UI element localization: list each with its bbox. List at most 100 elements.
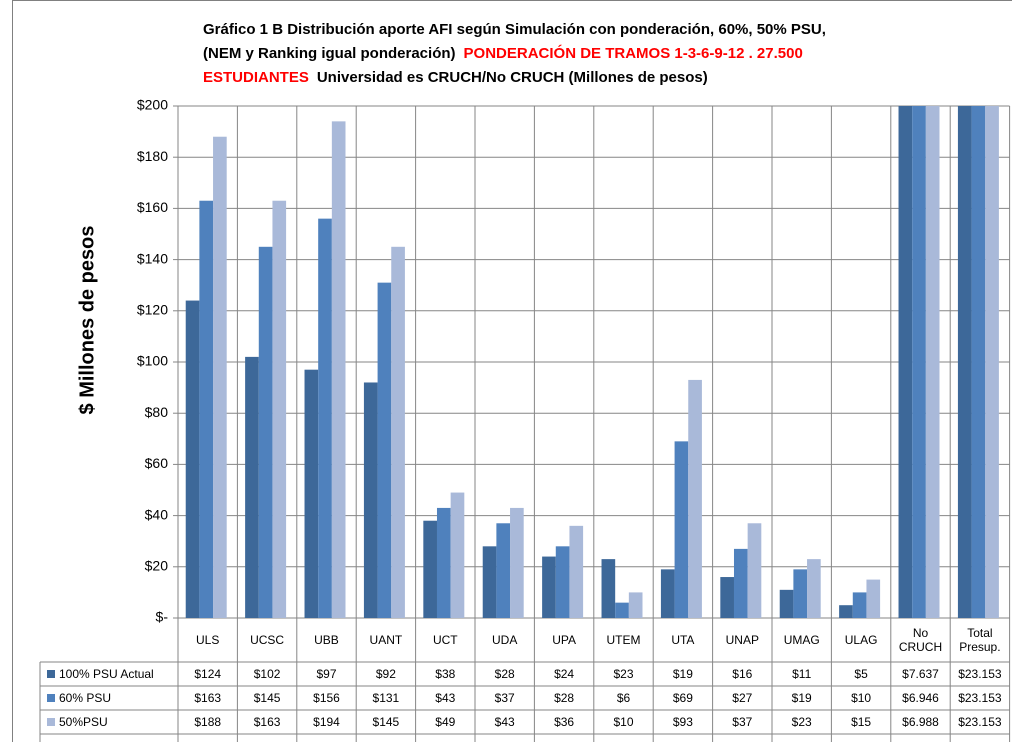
x-tick-label: UANT [369,633,403,647]
data-label: $194 [313,715,340,729]
chart-title: ESTUDIANTES Universidad es CRUCH/No CRUCH… [203,69,708,86]
data-label: $7.637 [902,667,939,681]
x-tick-label: UCT [432,633,458,647]
data-label: $163 [194,691,222,705]
data-label: $28 [494,667,515,681]
x-tick-label: UTEM [606,633,641,647]
data-label: $23.153 [958,667,1002,681]
bar [391,246,405,618]
data-label: $131 [372,691,400,705]
bar [318,218,332,618]
x-tick-label: ULS [196,633,220,647]
bar [436,507,451,618]
data-label: $6 [616,691,631,705]
bar [555,546,570,618]
bar [510,507,524,618]
data-label: $28 [554,691,575,705]
data-label: $6.988 [902,715,939,729]
data-label: $37 [732,715,753,729]
data-label: $10 [851,691,872,705]
legend-swatch [47,694,55,702]
bar [866,579,881,618]
x-tick-label: UCSC [250,633,285,647]
data-label: $145 [253,691,281,705]
data-label: $19 [791,691,812,705]
legend-entry: 60% PSU [41,686,177,710]
bar [185,300,200,618]
chart-title: Gráfico 1 B Distribución aporte AFI segú… [203,21,826,38]
bar [377,282,392,618]
bar [807,559,821,618]
bar [660,569,675,618]
data-label: $6.946 [902,691,939,705]
title-run: PONDERACIÓN DE TRAMOS 1-3-6-9-12 . 27.50… [464,44,803,62]
data-label: $156 [313,691,340,705]
data-label: $11 [792,667,812,681]
data-label: $24 [554,667,575,681]
bar [852,592,867,618]
bar [985,106,999,618]
data-label: $23 [613,667,634,681]
y-tick-label: $120 [137,302,168,318]
y-tick-label: $140 [137,250,168,266]
bar [213,136,227,618]
bar [925,106,940,618]
bar [245,356,259,618]
data-label: $38 [435,667,456,681]
data-label: $97 [316,667,337,681]
bar [912,106,926,618]
legend-label: 60% PSU [59,691,112,705]
bar [258,246,273,618]
legend-label: 50%PSU [59,715,108,729]
data-label: $43 [494,715,515,729]
y-tick-label: $- [156,609,169,625]
data-label: $10 [613,715,634,729]
data-label: $93 [672,715,693,729]
legend-swatch [47,670,55,678]
data-label: $163 [253,715,281,729]
y-tick-label: $20 [145,558,169,574]
bar [615,602,629,618]
data-label: $43 [435,691,456,705]
y-tick-label: $180 [137,148,168,164]
bar [199,200,214,618]
y-tick-label: $200 [137,97,168,113]
y-tick-label: $160 [137,199,168,215]
data-label: $5 [854,667,868,681]
bar [839,605,853,618]
bar [331,121,346,618]
bar [733,548,748,618]
data-label: $27 [732,691,753,705]
data-label: $102 [253,667,281,681]
x-tick-label: UPA [552,633,576,647]
data-label: $23.153 [958,691,1002,705]
bar [450,492,465,618]
title-run: Gráfico 1 B Distribución aporte AFI segú… [203,21,826,38]
data-label: $124 [194,667,222,681]
data-label: $92 [375,667,396,681]
bar [628,592,643,618]
bar [482,546,497,618]
data-label: $49 [435,715,456,729]
bar [779,589,794,618]
y-tick-label: $40 [145,506,169,522]
data-label: $69 [672,691,693,705]
x-tick-label: UNAP [725,633,759,647]
bar [720,577,734,618]
x-tick-label: Total Presup. [959,626,1001,654]
bar [423,520,437,618]
bar [898,106,913,618]
bar [793,569,808,618]
bar [542,556,556,618]
data-label: $145 [372,715,400,729]
bar [747,523,762,618]
data-label: $19 [672,667,693,681]
bar [496,523,511,618]
legend-entry: 100% PSU Actual [41,662,177,686]
data-label: $37 [494,691,515,705]
x-tick-label: UMAG [783,633,820,647]
title-run: Universidad es CRUCH/No CRUCH (Millones … [317,69,708,86]
data-label: $36 [554,715,575,729]
chart-title: (NEM y Ranking igual ponderación) PONDERA… [203,44,803,62]
